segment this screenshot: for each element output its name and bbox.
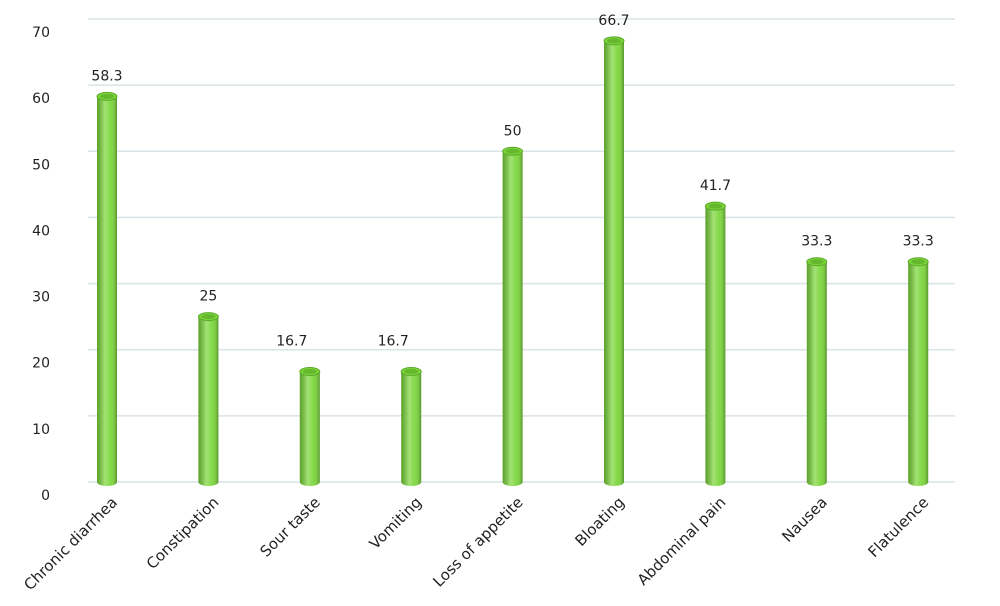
bar-shade: [299, 371, 320, 486]
x-tick-label: Loss of appetite: [429, 493, 526, 590]
bar: [96, 91, 118, 486]
bar: [603, 36, 625, 486]
bar: [400, 367, 422, 486]
y-tick-label: 50: [32, 157, 50, 173]
bar-top-hole: [809, 259, 824, 265]
bar-top-hole: [505, 148, 520, 154]
value-label: 25: [199, 289, 217, 305]
bar-top-hole: [302, 369, 317, 375]
x-tick-label: Flatulence: [864, 493, 932, 561]
bar-top-hole: [404, 369, 419, 375]
bar-shade: [97, 96, 117, 486]
y-tick-label: 0: [41, 488, 50, 504]
bar: [502, 146, 524, 486]
value-label: 16.7: [276, 334, 307, 350]
y-tick-label: 60: [32, 91, 50, 107]
bar-shade: [502, 151, 523, 486]
bar-shade: [705, 206, 726, 487]
x-tick-label: Sour taste: [257, 493, 324, 560]
bar-shade: [908, 261, 929, 486]
bar: [907, 257, 929, 486]
y-tick-label: 70: [32, 25, 50, 41]
x-tick-label: Abdominal pain: [634, 493, 730, 589]
x-tick-label: Vomiting: [366, 493, 425, 552]
x-tick-label: Constipation: [143, 493, 223, 573]
value-label: 66.7: [598, 13, 629, 29]
bar-shade: [806, 261, 827, 486]
bar-top-hole: [100, 93, 114, 99]
value-label: 41.7: [700, 178, 731, 194]
y-tick-label: 30: [32, 290, 50, 306]
y-tick-label: 40: [32, 223, 50, 239]
bar-top-hole: [708, 203, 723, 209]
bar: [299, 367, 321, 486]
value-label: 50: [504, 123, 522, 139]
y-tick-label: 10: [32, 422, 50, 438]
value-label: 33.3: [801, 234, 832, 250]
value-label: 16.7: [378, 334, 409, 350]
y-tick-label: 20: [32, 356, 50, 372]
x-tick-label: Bloating: [572, 493, 629, 550]
value-label: 58.3: [91, 68, 122, 84]
value-label: 33.3: [903, 234, 934, 250]
bar-shade: [401, 371, 422, 486]
bar-shade: [604, 40, 624, 486]
bar-top-hole: [607, 38, 621, 44]
bar: [197, 312, 219, 486]
bar: [806, 257, 828, 486]
bar-shade: [198, 316, 219, 486]
bar-top-hole: [201, 314, 216, 320]
bar: [704, 201, 726, 487]
x-tick-label: Nausea: [778, 493, 830, 545]
x-tick-label: Chronic diarrhea: [20, 493, 121, 594]
bar-top-hole: [911, 259, 926, 265]
